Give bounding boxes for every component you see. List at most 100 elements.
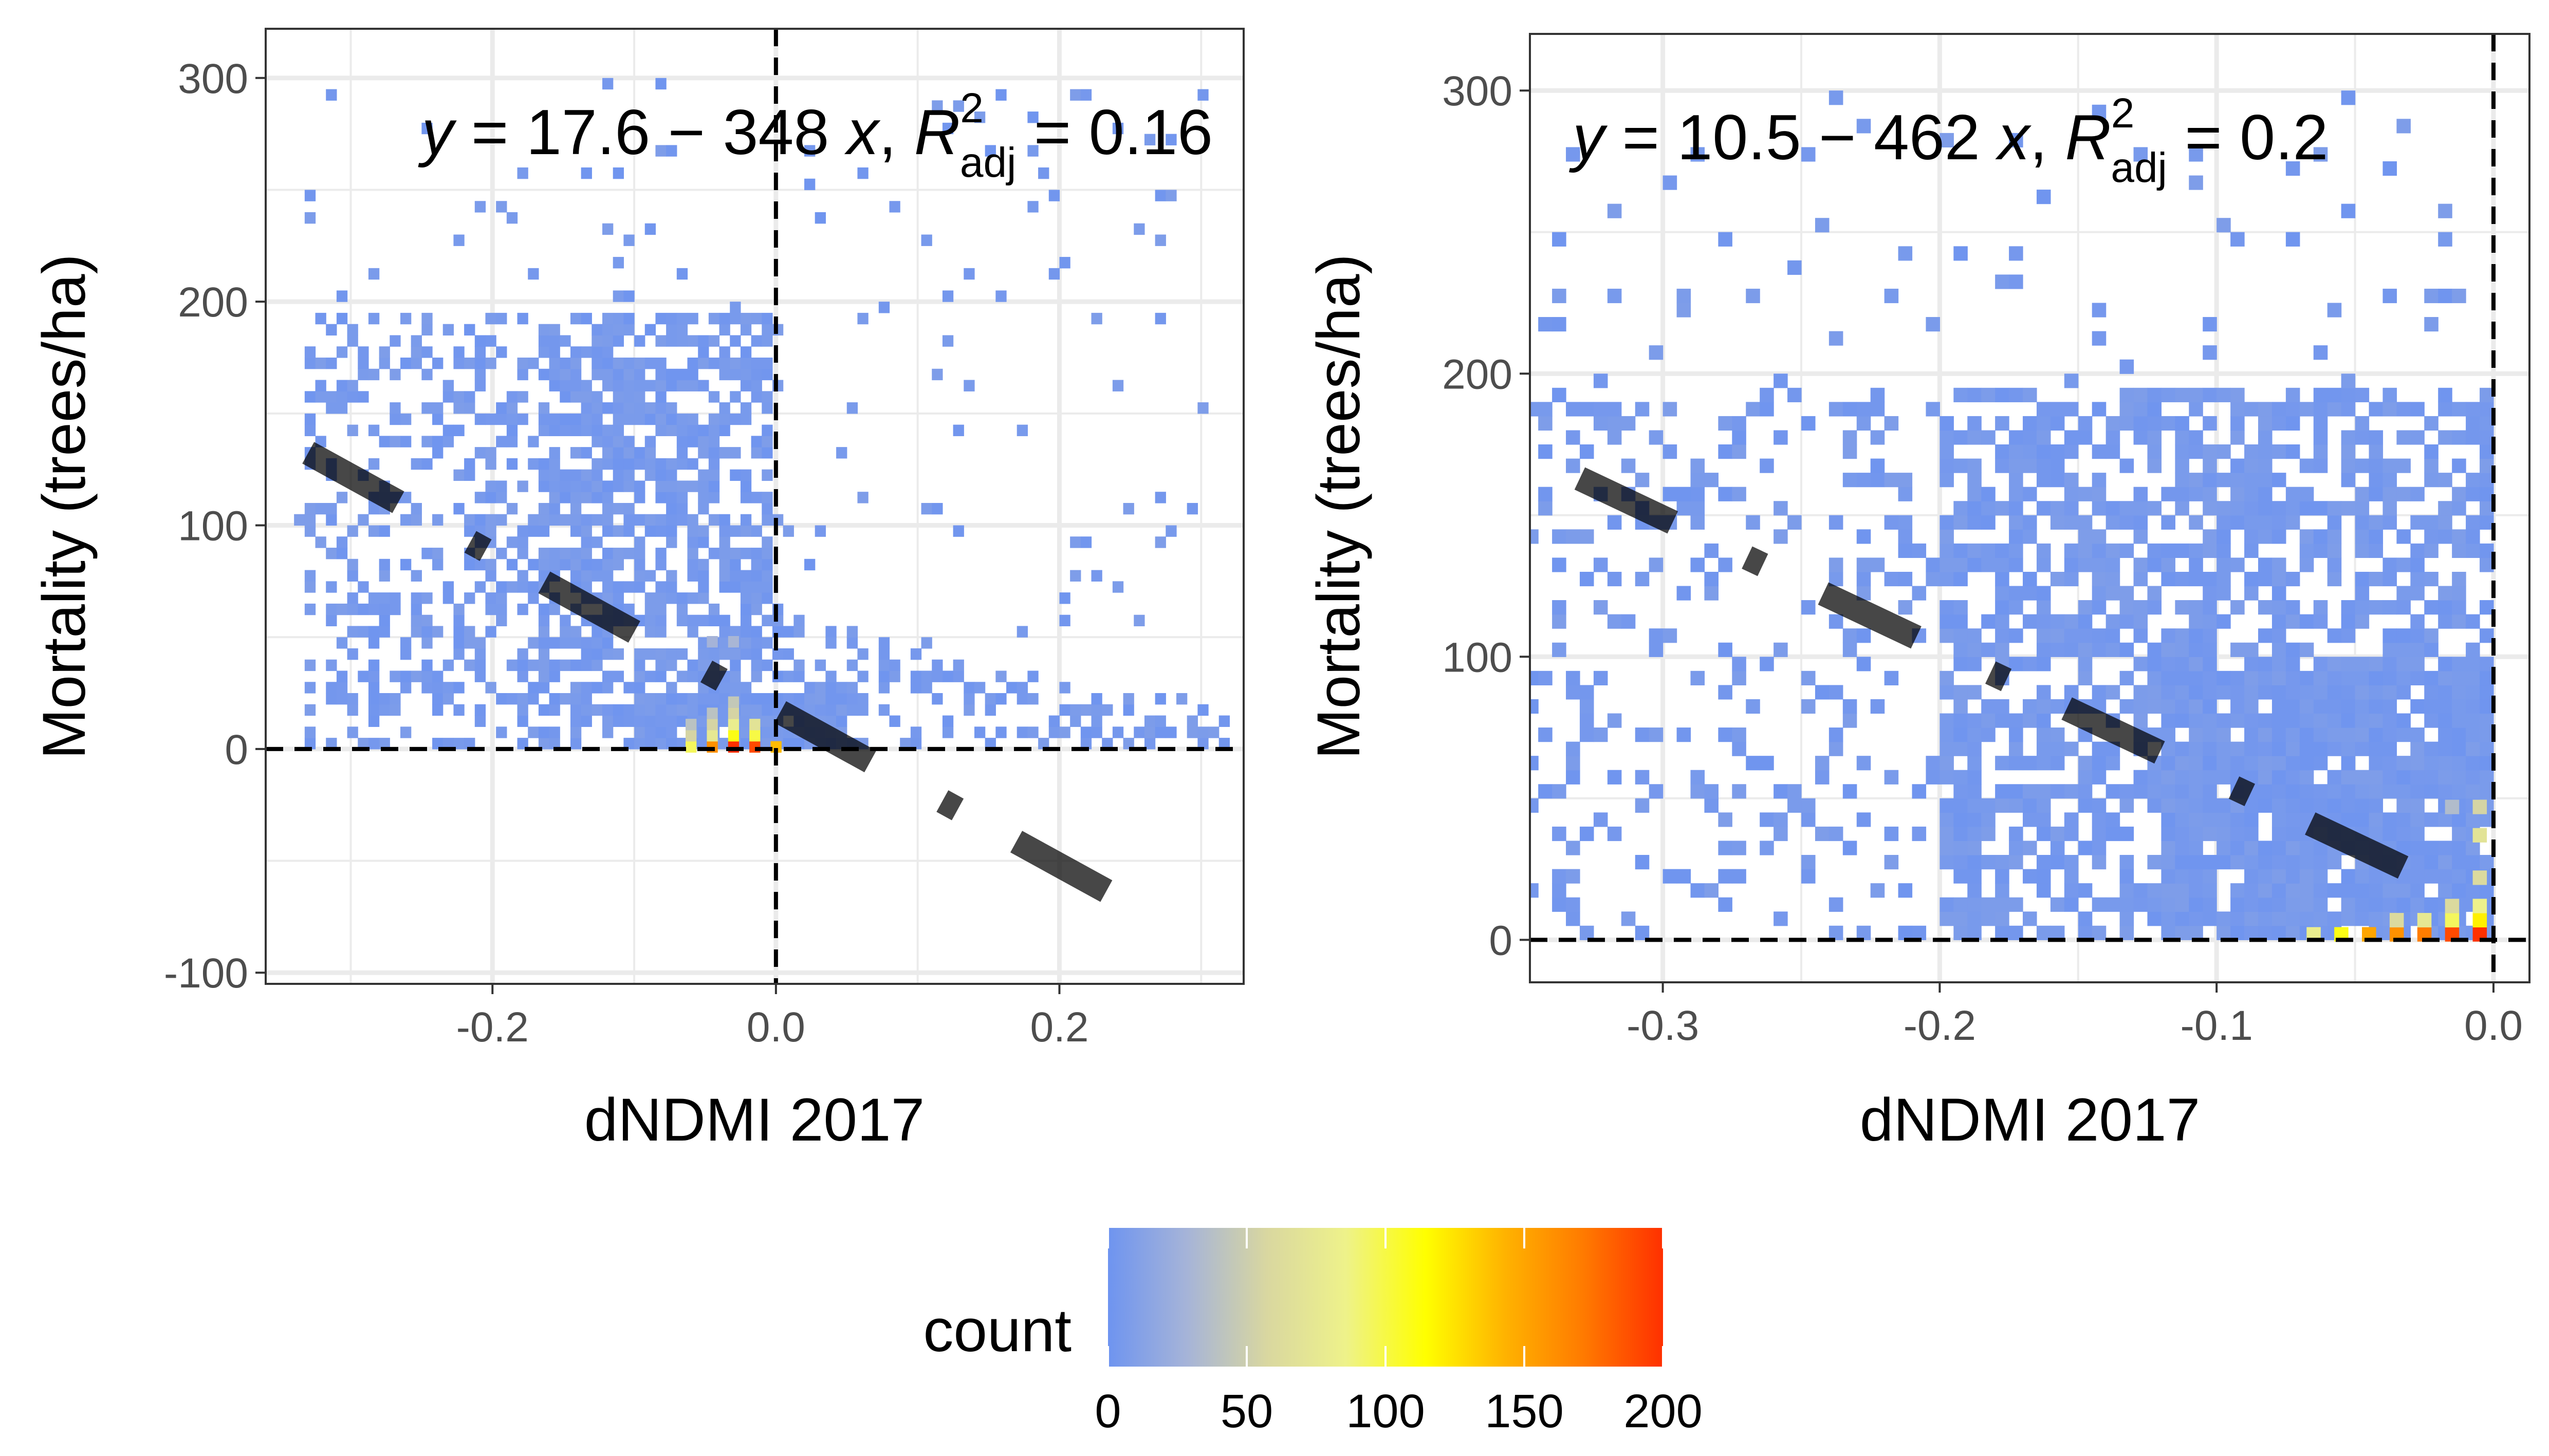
right-heatmap-cell — [2445, 899, 2460, 913]
legend-title: count — [923, 1297, 1072, 1365]
right-heatmap-cell — [2313, 345, 2328, 360]
right-heatmap-cell — [2175, 444, 2189, 459]
left-heatmap-cell — [358, 581, 369, 593]
right-heatmap-cell — [1635, 925, 1650, 940]
right-heatmap-cell — [2327, 543, 2342, 558]
right-heatmap-cell — [1926, 571, 1940, 587]
right-heatmap-cell — [2230, 557, 2245, 572]
right-heatmap-cell — [1856, 119, 1871, 134]
right-heatmap-cell — [2189, 699, 2203, 714]
left-heatmap-cell — [400, 726, 412, 738]
left-heatmap-cell — [666, 738, 677, 750]
right-heatmap-cell — [2175, 784, 2189, 799]
right-heatmap-cell — [2175, 657, 2189, 671]
right-heatmap-cell — [2285, 161, 2300, 176]
right-heatmap-cell — [2203, 458, 2217, 473]
right-heatmap-cell — [2382, 600, 2397, 615]
right-heatmap-cell — [1953, 784, 1968, 799]
right-heatmap-cell — [1607, 571, 1622, 587]
right-heatmap-cell — [2203, 770, 2217, 785]
right-heatmap-cell — [1940, 812, 1954, 827]
left-heatmap-cell — [485, 570, 496, 582]
right-heatmap-cell — [2396, 897, 2411, 912]
right-heatmap-cell — [1746, 515, 1760, 530]
right-heatmap-cell — [2064, 855, 2079, 870]
right-heatmap-cell — [2271, 670, 2286, 686]
right-heatmap-cell — [2480, 855, 2494, 870]
right-heatmap-cell — [2175, 473, 2189, 488]
right-heatmap-cell — [2466, 642, 2480, 657]
left-heatmap-cell — [1155, 693, 1166, 705]
right-heatmap-cell — [2230, 600, 2245, 615]
right-heatmap-cell — [1663, 869, 1677, 884]
left-heatmap-cell — [698, 659, 709, 671]
right-heatmap-cell — [2230, 501, 2245, 516]
right-heatmap-cell — [2064, 628, 2079, 643]
right-heatmap-cell — [2466, 841, 2480, 855]
left-heatmap-cell — [644, 626, 656, 638]
left-heatmap-cell — [506, 659, 518, 671]
left-heatmap-cell — [581, 715, 592, 727]
right-heatmap-cell — [2327, 784, 2342, 799]
left-heatmap-cell — [442, 436, 454, 447]
left-heatmap-cell — [592, 335, 603, 347]
left-heatmap-cell — [474, 357, 486, 369]
left-heatmap-cell — [421, 346, 433, 358]
right-heatmap-cell — [2023, 841, 2037, 855]
right-heatmap-cell — [1746, 288, 1760, 304]
left-heatmap-cell — [698, 357, 709, 369]
left-heatmap-cell — [804, 178, 816, 191]
right-heatmap-cell — [2009, 855, 2023, 870]
right-heatmap-cell — [2092, 741, 2107, 756]
right-heatmap-cell — [2036, 826, 2051, 842]
right-heatmap-cell — [1967, 925, 1982, 940]
left-heatmap-cell — [676, 715, 688, 727]
left-heatmap-cell — [581, 548, 592, 559]
left-heatmap-cell — [623, 514, 635, 526]
right-heatmap-cell — [1690, 515, 1705, 530]
left-heatmap-cell — [432, 447, 444, 459]
right-heatmap-cell — [2009, 557, 2023, 572]
right-heatmap-cell — [2258, 628, 2273, 643]
right-heatmap-cell — [2133, 387, 2148, 402]
left-heatmap-cell — [707, 730, 718, 742]
right-heatmap-cell — [1593, 600, 1608, 615]
left-heatmap-cell — [921, 637, 932, 649]
left-heatmap-cell — [762, 469, 773, 481]
left-heatmap-cell — [517, 548, 528, 559]
left-heatmap-cell — [315, 391, 326, 403]
left-heatmap-cell — [315, 357, 326, 369]
right-heatmap-cell — [2244, 586, 2259, 601]
left-heatmap-cell — [932, 693, 943, 705]
left-heatmap-cell — [358, 670, 369, 682]
right-heatmap-cell — [2189, 487, 2203, 501]
left-heatmap-cell — [347, 648, 358, 660]
left-heatmap-cell — [453, 391, 465, 403]
left-heatmap-cell — [964, 268, 975, 280]
right-heatmap-cell — [1621, 458, 1636, 473]
right-heatmap-cell — [2105, 897, 2120, 912]
left-heatmap-cell — [549, 346, 560, 358]
right-heatmap-cell — [2410, 614, 2425, 629]
right-heatmap-cell — [2438, 402, 2452, 417]
right-heatmap-cell — [1995, 756, 2009, 771]
right-heatmap-cell — [2133, 897, 2148, 912]
left-heatmap-cell — [358, 391, 369, 403]
left-heatmap-cell — [1091, 570, 1102, 582]
left-heatmap-cell — [698, 726, 709, 738]
right-heatmap-cell — [2396, 756, 2411, 771]
left-heatmap-cell — [538, 424, 550, 436]
right-heatmap-cell — [1940, 826, 1954, 842]
right-heatmap-cell — [2147, 600, 2162, 615]
right-heatmap-cell — [2105, 826, 2120, 842]
right-heatmap-cell — [2271, 841, 2286, 855]
left-heatmap-cell — [613, 548, 624, 559]
left-heatmap-cell — [421, 614, 433, 627]
left-heatmap-cell — [1080, 726, 1092, 738]
right-heatmap-cell — [2147, 897, 2162, 912]
left-heatmap-cell — [728, 696, 740, 708]
left-heatmap-cell — [464, 357, 475, 369]
left-heatmap-cell — [762, 436, 773, 447]
left-heatmap-cell — [698, 637, 709, 649]
left-heatmap-cell — [336, 536, 348, 548]
